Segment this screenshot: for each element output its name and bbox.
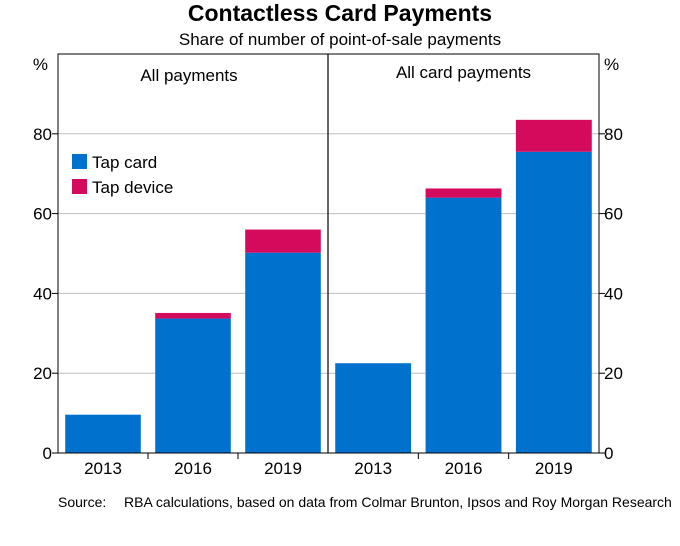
bar-tap-card	[245, 252, 321, 453]
bar-tap-device	[515, 119, 592, 152]
legend-label: Tap card	[92, 153, 157, 172]
bar-tap-card	[155, 318, 231, 453]
chart-subtitle: Share of number of point-of-sale payment…	[178, 30, 502, 49]
legend-label: Tap device	[92, 178, 173, 197]
y-tick-label-right: 20	[604, 364, 623, 383]
y-tick-label-left: 80	[33, 125, 52, 144]
chart-title: Contactless Card Payments	[187, 0, 493, 26]
y-unit-left: %	[33, 55, 48, 74]
bar-tap-card	[335, 363, 412, 453]
bar-tap-card	[65, 414, 141, 453]
x-tick-label: 2013	[84, 459, 122, 478]
source-text: RBA calculations, based on data from Col…	[124, 494, 672, 510]
y-tick-label-left: 0	[43, 444, 52, 463]
x-tick-label: 2019	[535, 459, 573, 478]
x-tick-label: 2016	[445, 459, 483, 478]
x-tick-label: 2019	[264, 459, 302, 478]
y-tick-label-right: 0	[604, 444, 613, 463]
y-tick-label-right: 40	[604, 284, 623, 303]
bar-tap-card	[515, 151, 592, 453]
bar-tap-device	[245, 229, 321, 253]
panel-title: All card payments	[396, 63, 531, 82]
y-tick-label-left: 20	[33, 364, 52, 383]
x-tick-label: 2016	[174, 459, 212, 478]
y-tick-label-right: 80	[604, 125, 623, 144]
panel-title: All payments	[140, 66, 237, 85]
source-label: Source:	[58, 494, 107, 510]
y-unit-right: %	[604, 55, 619, 74]
y-tick-label-left: 60	[33, 205, 52, 224]
y-tick-label-right: 60	[604, 205, 623, 224]
x-tick-label: 2013	[354, 459, 392, 478]
legend-swatch	[72, 179, 87, 194]
bar-tap-device	[425, 188, 502, 198]
bar-tap-device	[155, 312, 231, 319]
y-tick-label-left: 40	[33, 284, 52, 303]
legend-swatch	[72, 154, 87, 169]
bar-tap-card	[425, 197, 502, 453]
